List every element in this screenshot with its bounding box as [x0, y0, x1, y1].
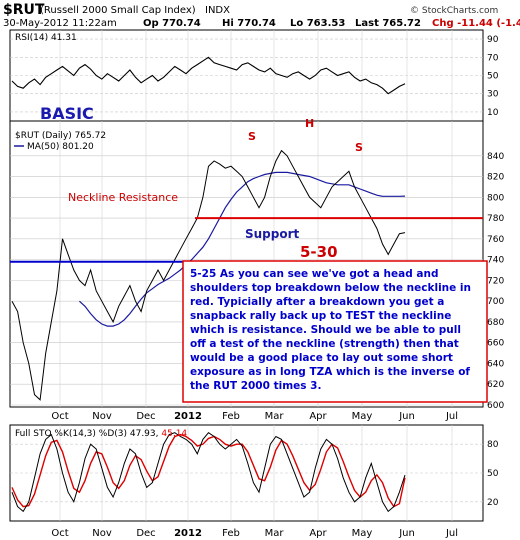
support-label: Support	[245, 227, 300, 241]
y-tick-label: 50	[487, 72, 499, 82]
note-line: exposure as in long TZA which is the inv…	[190, 366, 470, 378]
right-shoulder-label: S	[355, 141, 363, 154]
x-tick-label: Dec	[136, 411, 155, 422]
chart-last: Last 765.72	[355, 18, 421, 29]
y-tick-label: 90	[487, 35, 499, 45]
y-tick-label: 640	[487, 359, 504, 369]
note-line: snapback rally back up to TEST the neckl…	[190, 310, 451, 322]
rsi-legend: RSI(14) 41.31	[15, 33, 77, 43]
chart-instrument-name: (Russell 2000 Small Cap Index)	[40, 5, 196, 16]
ma-legend: MA(50) 801.20	[27, 142, 94, 152]
chart-symbol: $RUT	[3, 2, 45, 18]
price-panel: 600620640660680700720740760780800820840 …	[9, 104, 504, 422]
rsi-line	[11, 56, 406, 95]
sto-d-line	[11, 433, 406, 508]
price-x-labels: Oct Nov Dec 2012 Feb Mar Apr May Jun Jul	[51, 411, 458, 422]
y-tick-label: 20	[487, 498, 499, 508]
chart-change: Chg -11.44 (-1.47%)	[432, 18, 520, 29]
x-tick-label: Feb	[222, 528, 240, 539]
y-tick-label: 660	[487, 339, 504, 349]
chart-exchange: INDX	[205, 5, 230, 16]
y-tick-label: 80	[487, 440, 499, 450]
chart-low: Lo 763.53	[290, 18, 345, 29]
y-tick-label: 680	[487, 318, 504, 328]
x-tick-label: Jun	[398, 411, 415, 422]
x-tick-label: Feb	[222, 411, 240, 422]
y-tick-label: 600	[487, 401, 504, 411]
ma50-line	[78, 171, 406, 327]
price-legend: $RUT (Daily) 765.72	[15, 131, 106, 141]
price-ticks: 600 620 640 660 680 700 720 740 760 780 800 820 840	[487, 152, 504, 411]
chart-high: Hi 770.74	[222, 18, 276, 29]
sto-ticks: 20 50 80	[487, 440, 499, 508]
sto-k-line	[11, 432, 406, 513]
y-tick-label: 70	[487, 53, 499, 63]
x-tick-label: Oct	[51, 411, 68, 422]
basic-label: BASIC	[40, 104, 94, 123]
neckline-label: Neckline Resistance	[68, 191, 178, 204]
y-tick-label: 720	[487, 276, 504, 286]
stochastic-panel: 20 50 80 Oct Nov Dec 2012 Feb Mar Apr May Jun Jul F…	[9, 424, 499, 539]
note-line: 5-25 As you can see we've got a head and	[190, 268, 438, 280]
x-tick-label: Jun	[398, 528, 415, 539]
sto-legend-k: Full STO %K(14,3) %D(3) 47.93,	[15, 429, 161, 439]
note-line: shoulders top breakdown below the neckli…	[190, 282, 471, 294]
rsi-grid	[10, 30, 483, 121]
note-line: the RUT 2000 times 3.	[190, 380, 321, 392]
note-text: 5-25 As you can see we've got a head and…	[190, 268, 471, 392]
y-tick-label: 760	[487, 235, 504, 245]
chart-date: 30-May-2012 11:22am	[3, 18, 117, 29]
y-tick-label: 700	[487, 297, 504, 307]
note-line: off a test of the neckline (strength) th…	[190, 338, 459, 350]
y-tick-label: 840	[487, 152, 504, 162]
x-tick-label: Mar	[265, 411, 285, 422]
date-label: 5-30	[300, 243, 338, 261]
x-tick-label: Dec	[136, 528, 155, 539]
y-tick-label: 10	[487, 108, 499, 118]
y-tick-label: 620	[487, 380, 504, 390]
sto-legend: Full STO %K(14,3) %D(3) 47.93, 45.14	[15, 429, 187, 439]
y-tick-label: 30	[487, 90, 499, 100]
price-line	[11, 149, 406, 401]
sto-grid	[10, 425, 483, 521]
x-tick-label: Nov	[92, 528, 112, 539]
x-tick-label: Apr	[309, 411, 327, 422]
x-tick-label: May	[352, 528, 373, 539]
note-line: red. Typicially after a breakdown you ge…	[190, 296, 444, 308]
left-shoulder-label: S	[248, 130, 256, 143]
x-tick-label: Jul	[445, 411, 458, 422]
head-label: H	[305, 117, 314, 130]
x-tick-label: Mar	[265, 528, 285, 539]
x-tick-label: 2012	[174, 528, 202, 539]
y-tick-label: 50	[487, 469, 499, 479]
y-tick-label: 780	[487, 214, 504, 224]
x-tick-label: Oct	[51, 528, 68, 539]
x-tick-label: 2012	[174, 411, 202, 422]
chart-source: © StockCharts.com	[410, 6, 498, 16]
x-tick-label: Apr	[309, 528, 327, 539]
x-tick-label: May	[352, 411, 373, 422]
x-tick-label: Nov	[92, 411, 112, 422]
rsi-ticks: 10 30 50 70 90	[487, 35, 499, 118]
y-tick-label: 740	[487, 256, 504, 266]
y-tick-label: 800	[487, 193, 504, 203]
note-line: would be a good place to lay out some sh…	[190, 352, 453, 364]
note-line: which is resistance. Should we be able t…	[190, 324, 461, 336]
note-box	[182, 260, 488, 403]
y-tick-label: 820	[487, 173, 504, 183]
x-tick-label: Jul	[445, 528, 458, 539]
rsi-panel: 10 30 50 70 90 RSI(14) 41.31	[9, 29, 499, 122]
sto-legend-d: 45.14	[161, 429, 187, 439]
chart-open: Op 770.74	[143, 18, 201, 29]
sto-x-labels: Oct Nov Dec 2012 Feb Mar Apr May Jun Jul	[51, 528, 458, 539]
